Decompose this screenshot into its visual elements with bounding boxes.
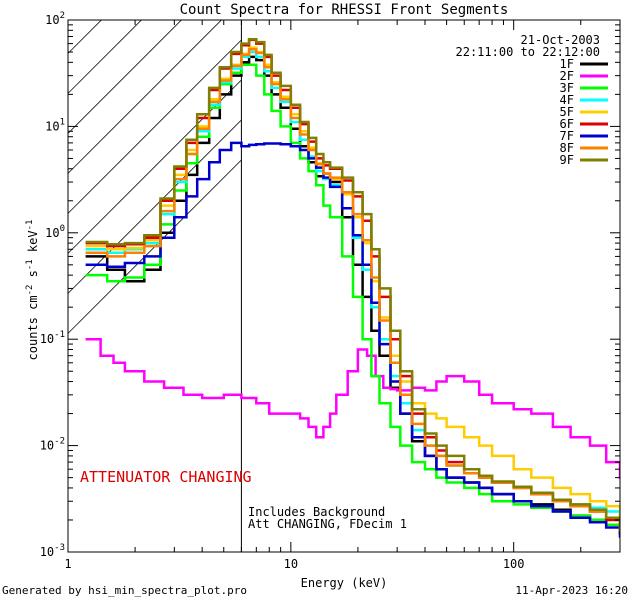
y-tick-label: 10-3 xyxy=(40,543,65,559)
hatch-line xyxy=(68,20,142,94)
chart-title: Count Spectra for RHESSI Front Segments xyxy=(180,2,509,18)
series-line-7F xyxy=(85,141,620,538)
hatch-line xyxy=(68,79,242,254)
date-label: 21-Oct-2003 xyxy=(521,33,600,47)
legend-label-1F: 1F xyxy=(560,57,574,71)
generated-by-footer: Generated by hsi_min_spectra_plot.pro xyxy=(2,584,247,597)
y-tick-label: 102 xyxy=(45,11,65,27)
series-line-4F xyxy=(85,50,620,522)
timestamp-footer: 11-Apr-2023 16:20 xyxy=(515,584,628,597)
series-line-5F xyxy=(85,46,620,517)
legend-label-5F: 5F xyxy=(560,105,574,119)
y-tick-label: 100 xyxy=(45,224,65,240)
series-line-2F xyxy=(85,337,620,479)
y-tick-label: 10-1 xyxy=(40,330,65,346)
hatch-line xyxy=(68,20,182,134)
attenuator-hatch-region xyxy=(68,20,242,334)
hatch-line xyxy=(68,39,242,214)
legend-label-4F: 4F xyxy=(560,93,574,107)
x-tick-label: 1 xyxy=(64,557,71,571)
series-line-1F xyxy=(85,55,620,535)
y-tick-label: 10-2 xyxy=(40,437,65,453)
hatch-line xyxy=(68,20,102,54)
series-line-6F xyxy=(85,38,620,535)
legend-label-9F: 9F xyxy=(560,153,574,167)
legend-label-7F: 7F xyxy=(560,129,574,143)
y-tick-label: 101 xyxy=(45,117,65,133)
attenuator-changing-annotation: ATTENUATOR CHANGING xyxy=(80,468,252,486)
background-annotation: Includes Background xyxy=(248,505,385,519)
series-line-3F xyxy=(85,63,620,535)
time-range-label: 22:11:00 to 22:12:00 xyxy=(456,45,601,59)
x-tick-label: 10 xyxy=(284,557,298,571)
y-axis-label: counts cm-2 s-1 keV-1 xyxy=(25,220,40,361)
legend-label-6F: 6F xyxy=(560,117,574,131)
legend-label-2F: 2F xyxy=(560,69,574,83)
series-line-9F xyxy=(85,37,620,532)
x-axis-label: Energy (keV) xyxy=(301,576,388,590)
series-line-8F xyxy=(85,48,620,529)
x-tick-label: 100 xyxy=(503,557,525,571)
hatch-line xyxy=(68,20,222,174)
legend-label-8F: 8F xyxy=(560,141,574,155)
legend-label-3F: 3F xyxy=(560,81,574,95)
hatch-line xyxy=(68,119,242,294)
attenuator-status-annotation: Att CHANGING, FDecim 1 xyxy=(248,517,407,531)
plot-frame xyxy=(67,19,621,553)
axis-ticks: 1 10 100 10-3 10-2 10-1 100 101 102 xyxy=(40,11,621,571)
series-group xyxy=(85,37,620,538)
